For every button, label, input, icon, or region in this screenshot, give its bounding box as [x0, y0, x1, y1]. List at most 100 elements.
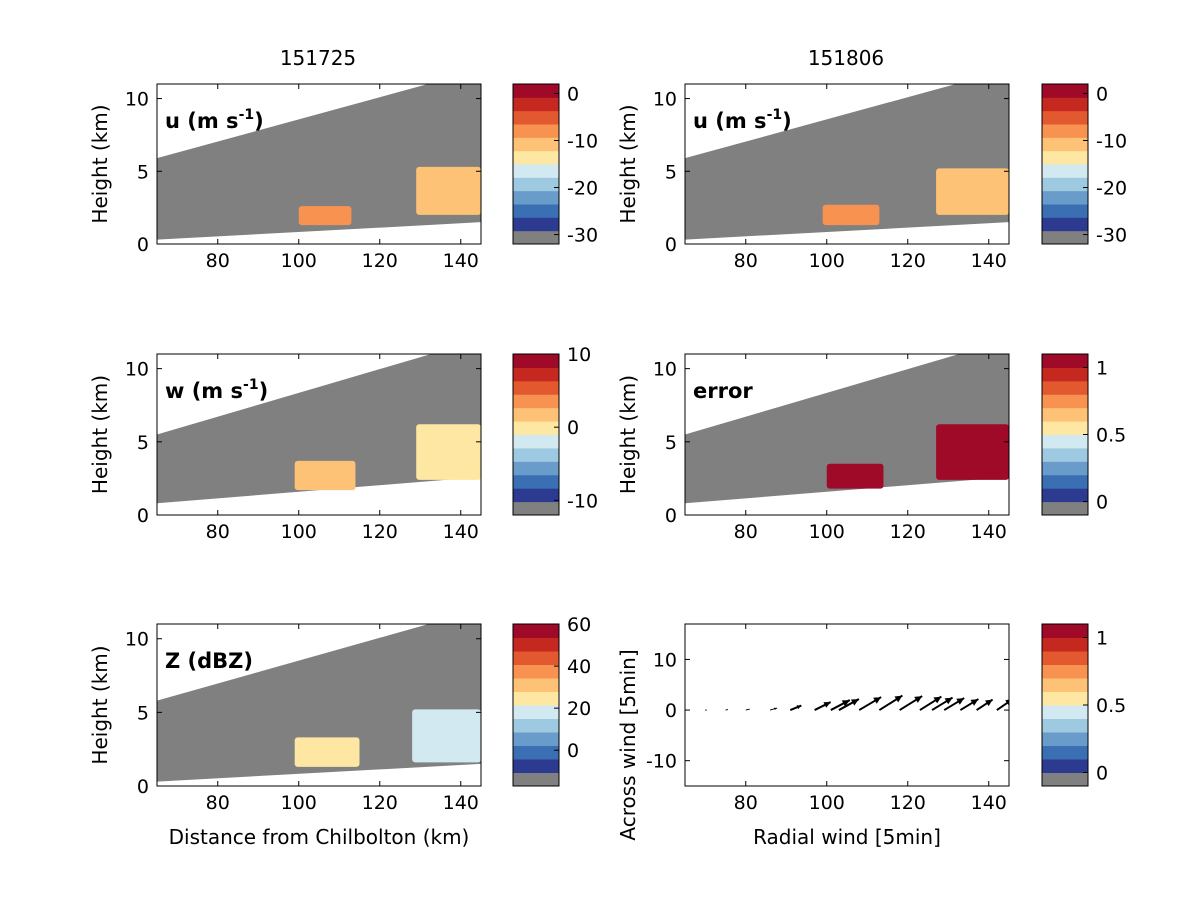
colorbar-segment	[513, 434, 559, 449]
y-tick-label: 5	[665, 161, 677, 183]
echo-region	[294, 737, 360, 767]
panel-variable-exponent: -1	[767, 107, 783, 123]
colorbar-tick-label: -20	[567, 178, 598, 200]
colorbar-tick-label: 20	[567, 698, 591, 720]
colorbar-segment	[513, 367, 559, 382]
colorbar-segment	[1042, 461, 1088, 476]
colorbar-segment	[513, 124, 559, 138]
echo-region	[416, 166, 481, 215]
colorbar-tick-label: 1	[1096, 357, 1108, 379]
panel-variable-exponent: -1	[243, 377, 259, 393]
colorbar-segment	[513, 678, 559, 692]
panel-variable-text: error	[693, 379, 753, 403]
wind-vector-head	[956, 698, 965, 705]
colorbar-segment	[1042, 380, 1088, 395]
colorbar-tick-label: 40	[567, 656, 591, 678]
wind-vector-head	[985, 699, 993, 707]
x-tick-label: 100	[809, 521, 845, 543]
colorbar-segment	[1042, 651, 1088, 665]
colorbar-tick-label: 0	[567, 83, 579, 105]
colorbar-segment	[1042, 367, 1088, 382]
y-tick-label: 0	[137, 776, 149, 798]
echo-region	[298, 206, 352, 226]
colorbar-segment	[513, 718, 559, 733]
colorbar-segment	[1042, 177, 1088, 192]
wind-vector-head	[873, 697, 882, 704]
y-tick-label: 0	[137, 234, 149, 256]
axes-frame	[684, 623, 1010, 787]
echo-region	[412, 709, 481, 763]
plot-area	[157, 84, 481, 240]
colorbar-segment	[1042, 447, 1088, 462]
colorbar-segment	[513, 732, 559, 746]
plot-area	[705, 694, 1009, 711]
colorbar-frame	[1041, 83, 1089, 245]
plot-area	[685, 354, 1009, 504]
x-tick-label: 80	[734, 250, 758, 272]
colorbar-segment	[513, 488, 559, 503]
axes-frame	[684, 353, 1010, 516]
echo-region	[826, 463, 884, 489]
colorbar-segment	[1042, 474, 1088, 489]
x-tick-label: 120	[890, 250, 926, 272]
panel-variable-close: )	[259, 379, 269, 403]
x-tick-label: 80	[206, 792, 230, 814]
y-tick-label: 10	[653, 359, 677, 381]
y-axis-label: Height (km)	[88, 375, 112, 494]
colorbar-tick-label: -10	[1096, 130, 1127, 152]
colorbar-frame	[512, 623, 560, 787]
colorbar-segment	[1042, 204, 1088, 218]
y-axis-label: Height (km)	[88, 645, 112, 764]
plot-area	[157, 624, 481, 782]
x-tick-label: 100	[281, 792, 317, 814]
x-tick-label: 80	[206, 250, 230, 272]
colorbar-segment	[1042, 137, 1088, 152]
axes-frame	[156, 623, 482, 787]
panel-Z_151725: 80 100 120 140 0 5 10 Height (km) Distance from …	[88, 614, 591, 849]
colorbar-segment	[513, 772, 559, 787]
colorbar-segment	[1042, 732, 1088, 746]
colorbar-tick-label: 60	[567, 614, 591, 636]
panel-variable-text: u (m s	[165, 109, 239, 133]
y-axis-label: Across wind [5min]	[616, 649, 640, 840]
panel-variable-text: w (m s	[165, 379, 243, 403]
colorbar-segment	[513, 461, 559, 476]
colorbar-segment	[513, 447, 559, 462]
colorbar-segment	[513, 705, 559, 719]
panel-u_151725: 80 100 120 140 0 5 10 Height (km) u (m s-1) 0 -10 -…	[88, 83, 598, 272]
colorbar-segment	[1042, 501, 1088, 516]
colorbar-segment	[513, 380, 559, 395]
wind-vector-head	[850, 699, 859, 706]
colorbar-segment	[513, 217, 559, 232]
x-tick-label: 140	[443, 521, 479, 543]
beam-mask	[157, 84, 481, 240]
panel-variable-close: )	[254, 109, 264, 133]
colorbar-segment	[513, 691, 559, 706]
colorbar-segment	[1042, 190, 1088, 205]
y-tick-label: -10	[646, 751, 677, 773]
plot-area	[685, 84, 1009, 240]
colorbar-segment	[513, 110, 559, 125]
wind-vector-head	[774, 707, 778, 711]
y-tick-label: 0	[665, 505, 677, 527]
axes-frame	[684, 83, 1010, 245]
x-tick-label: 120	[890, 521, 926, 543]
y-tick-label: 10	[125, 89, 149, 111]
colorbar-tick-label: -30	[1096, 225, 1127, 247]
echo-region	[822, 204, 880, 226]
x-tick-label: 80	[734, 521, 758, 543]
x-tick-label: 100	[281, 250, 317, 272]
colorbar-tick-label: 1	[1096, 628, 1108, 650]
colorbar-segment	[513, 150, 559, 165]
colorbar-tick-label: 10	[567, 344, 591, 366]
colorbar-segment	[513, 164, 559, 178]
colorbar-frame	[512, 353, 560, 516]
colorbar-tick-label: 0	[1096, 492, 1108, 514]
colorbar-segment	[513, 637, 559, 652]
colorbar-segment	[1042, 488, 1088, 503]
colorbar-segment	[513, 230, 559, 245]
colorbar-segment	[513, 394, 559, 409]
wind-vector-head	[933, 696, 942, 704]
